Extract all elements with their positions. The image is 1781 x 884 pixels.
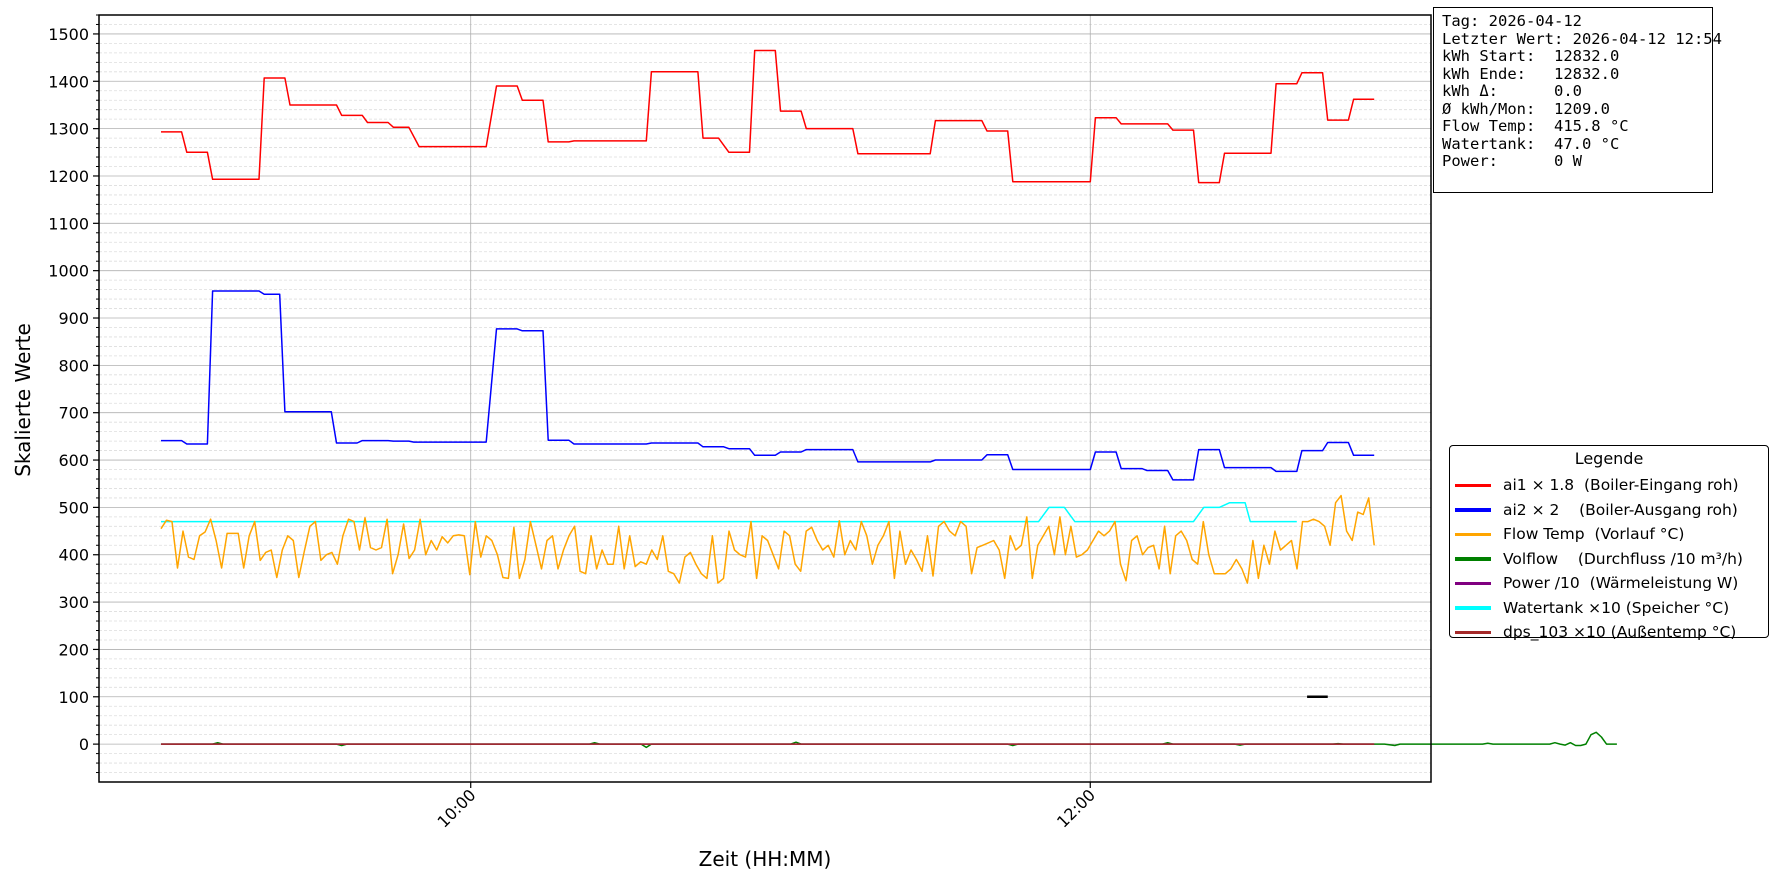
legend: Legende ai1 × 1.8 (Boiler-Eingang roh) a… <box>1449 445 1769 641</box>
info-kwh-start: kWh Start: 12832.0 <box>1442 47 1620 65</box>
y-tick-label: 1500 <box>48 25 89 44</box>
legend-swatch <box>1455 483 1491 487</box>
legend-item: ai1 × 1.8 (Boiler-Eingang roh) <box>1450 473 1768 498</box>
legend-label: Volflow (Durchfluss /10 m³/h) <box>1503 549 1743 568</box>
x-tick-label: 12:00 <box>1053 785 1099 831</box>
series-lines <box>160 49 1617 749</box>
y-tick-label: 900 <box>58 309 89 328</box>
y-tick-label: 800 <box>58 356 89 375</box>
y-tick-label: 1100 <box>48 214 89 233</box>
legend-item: Power /10 (Wärmeleistung W) <box>1450 571 1768 596</box>
legend-item: Watertank ×10 (Speicher °C) <box>1450 596 1768 621</box>
legend-item: Flow Temp (Vorlauf °C) <box>1450 522 1768 547</box>
y-tick-label: 400 <box>58 546 89 565</box>
y-tick-label: 200 <box>58 640 89 659</box>
axes: 0 100 200 300 400 500 600 700 800 900 1000 1100 1200… <box>48 14 1432 831</box>
y-tick-label: 600 <box>58 451 89 470</box>
y-tick-label: 700 <box>58 404 89 423</box>
legend-swatch <box>1455 557 1491 561</box>
info-kwh-delta: kWh Δ: 0.0 <box>1442 82 1582 100</box>
info-box: Tag: 2026-04-12 Letzter Wert: 2026-04-12… <box>1433 7 1722 193</box>
legend-title: Legende <box>1574 449 1644 468</box>
y-tick-label: 1400 <box>48 72 89 91</box>
legend-label: Power /10 (Wärmeleistung W) <box>1503 574 1739 593</box>
series-line <box>161 731 1617 749</box>
y-tick-label: 0 <box>79 735 89 754</box>
series-line <box>160 494 1375 584</box>
y-axis-label: Skalierte Werte <box>11 323 35 477</box>
legend-label: Watertank ×10 (Speicher °C) <box>1503 598 1730 617</box>
info-flow-temp: Flow Temp: 415.8 °C <box>1442 117 1629 135</box>
x-axis-label: Zeit (HH:MM) <box>699 847 832 871</box>
info-kwh-month-avg: Ø kWh/Mon: 1209.0 <box>1442 99 1610 118</box>
x-tick-label: 10:00 <box>434 785 480 831</box>
legend-swatch <box>1455 508 1491 512</box>
legend-swatch <box>1455 606 1491 610</box>
legend-swatch <box>1455 630 1491 634</box>
legend-swatch <box>1455 581 1491 585</box>
legend-swatch <box>1455 532 1491 536</box>
grid-lines <box>99 14 1431 782</box>
legend-item: Volflow (Durchfluss /10 m³/h) <box>1450 547 1768 572</box>
y-tick-label: 1300 <box>48 120 89 139</box>
y-tick-label: 300 <box>58 593 89 612</box>
plot-frame <box>98 14 1432 783</box>
series-line <box>161 290 1375 481</box>
y-tick-label: 500 <box>58 498 89 517</box>
info-power: Power: 0 W <box>1442 152 1582 170</box>
legend-label: Flow Temp (Vorlauf °C) <box>1503 525 1685 544</box>
series-line <box>161 501 1297 523</box>
info-date: Tag: 2026-04-12 <box>1442 12 1582 30</box>
info-kwh-end: kWh Ende: 12832.0 <box>1442 64 1620 83</box>
series-line <box>161 49 1375 184</box>
legend-item: dps_103 ×10 (Außentemp °C) <box>1450 620 1768 645</box>
info-watertank: Watertank: 47.0 °C <box>1442 134 1620 153</box>
y-tick-label: 1000 <box>48 262 89 281</box>
legend-label: dps_103 ×10 (Außentemp °C) <box>1503 623 1737 642</box>
y-tick-label: 1200 <box>48 167 89 186</box>
legend-label: ai2 × 2 (Boiler-Ausgang roh) <box>1503 500 1738 519</box>
legend-label: ai1 × 1.8 (Boiler-Eingang roh) <box>1503 476 1739 495</box>
y-tick-label: 100 <box>58 688 89 707</box>
legend-item: ai2 × 2 (Boiler-Ausgang roh) <box>1450 498 1768 523</box>
info-last-value: Letzter Wert: 2026-04-12 12:54 <box>1442 29 1722 48</box>
